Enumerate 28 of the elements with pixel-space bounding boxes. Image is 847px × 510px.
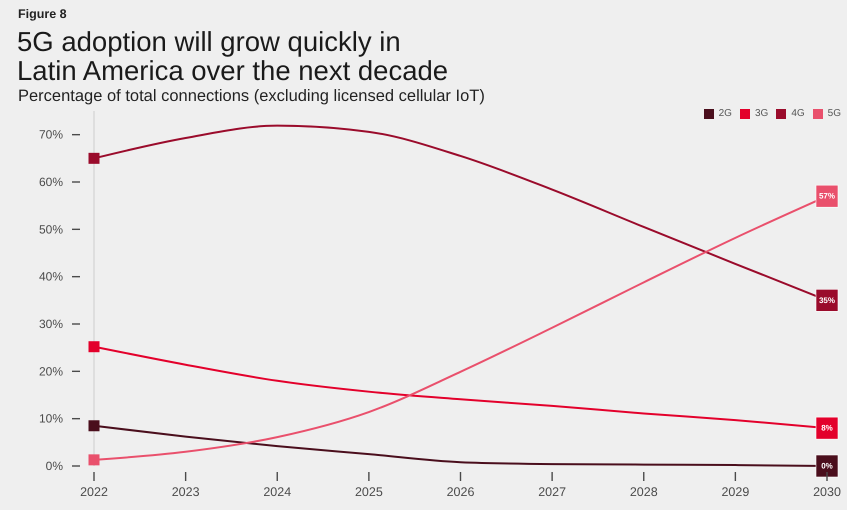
y-tick-label: 60% bbox=[38, 175, 64, 189]
x-tick-label: 2027 bbox=[538, 485, 566, 499]
y-tick-label: 30% bbox=[38, 317, 64, 331]
x-tick-label: 2029 bbox=[721, 485, 750, 499]
x-tick-label: 2028 bbox=[630, 485, 658, 499]
legend-label: 2G bbox=[718, 108, 732, 119]
data-label: 35% bbox=[818, 296, 836, 305]
x-tick-label: 2024 bbox=[263, 485, 292, 499]
y-tick-label: 20% bbox=[38, 364, 64, 378]
legend-label: 5G bbox=[828, 108, 841, 119]
legend-label: 4G bbox=[791, 108, 805, 119]
data-label: 0% bbox=[821, 462, 833, 470]
y-tick-label: 0% bbox=[46, 459, 64, 473]
chart-subtitle: Percentage of total connections (excluding licensed cellular IoT) bbox=[18, 87, 485, 106]
legend-label: 3G bbox=[754, 108, 768, 119]
x-tick-label: 2023 bbox=[172, 485, 200, 499]
x-tick-label: 2030 bbox=[813, 485, 841, 499]
y-tick-label: 40% bbox=[38, 270, 64, 284]
data-label: 8% bbox=[821, 424, 833, 433]
x-tick-label: 2022 bbox=[80, 485, 108, 499]
data-label: 57% bbox=[818, 192, 836, 201]
caption: Figure 8 bbox=[18, 7, 67, 21]
y-tick-label: 50% bbox=[38, 222, 64, 236]
chart-title: 5G adoption will grow quickly in Latin America over the next decade bbox=[17, 26, 450, 86]
y-tick-label: 70% bbox=[38, 128, 64, 142]
y-tick-label: 10% bbox=[38, 412, 64, 426]
x-tick-label: 2026 bbox=[446, 485, 474, 499]
x-tick-label: 2025 bbox=[354, 485, 383, 499]
